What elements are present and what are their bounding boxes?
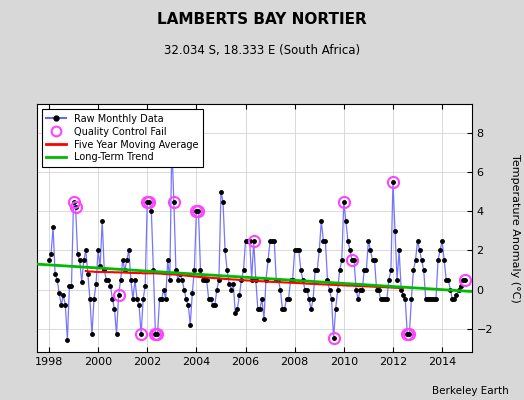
Text: LAMBERTS BAY NORTIER: LAMBERTS BAY NORTIER: [157, 12, 367, 27]
Y-axis label: Temperature Anomaly (°C): Temperature Anomaly (°C): [510, 154, 520, 302]
Legend: Raw Monthly Data, Quality Control Fail, Five Year Moving Average, Long-Term Tren: Raw Monthly Data, Quality Control Fail, …: [41, 109, 203, 167]
Text: 32.034 S, 18.333 E (South Africa): 32.034 S, 18.333 E (South Africa): [164, 44, 360, 57]
Text: Berkeley Earth: Berkeley Earth: [432, 386, 508, 396]
